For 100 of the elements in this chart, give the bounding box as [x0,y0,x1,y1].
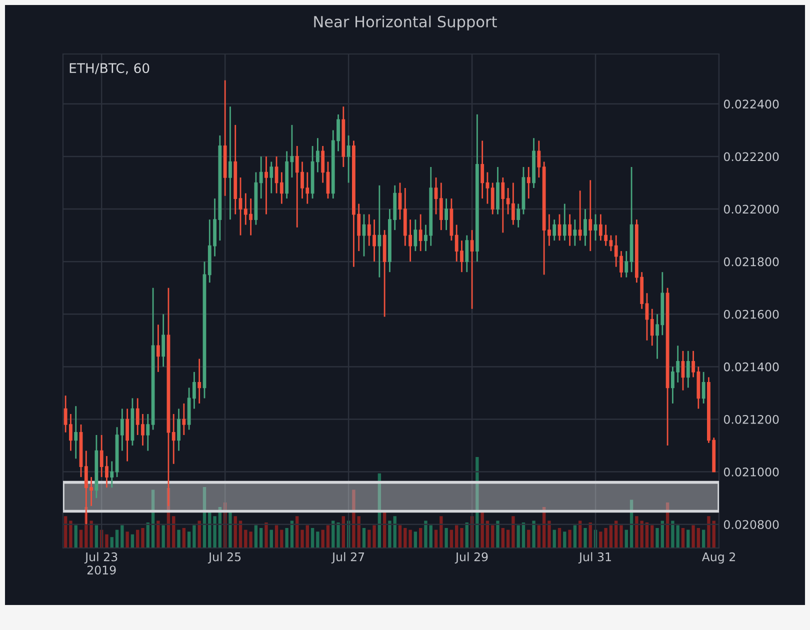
candlestick [321,145,325,184]
bar [336,522,340,548]
candlestick [609,234,613,252]
bar [491,525,494,548]
bar [372,525,376,548]
candlestick [156,324,160,373]
candlestick [126,408,130,462]
bar [388,520,392,548]
bar [115,530,119,548]
candlestick [74,405,78,460]
bar [537,525,541,548]
bar [506,530,510,548]
bar [496,520,500,548]
candlestick [378,184,382,278]
bar [182,528,186,548]
bar [316,532,320,548]
bar [130,534,134,548]
annotation: ETH/BTC, 60 [70,63,150,74]
bar [259,528,263,548]
bar [126,532,129,548]
bar [280,530,284,548]
candlestick [280,172,284,204]
bar [584,528,587,548]
bar [548,520,551,548]
bar [455,525,458,548]
candlestick [198,358,202,404]
bar [398,525,402,548]
candlestick [465,234,469,273]
bar [476,457,479,548]
bar [404,528,407,548]
bar [516,525,520,548]
candlestick [434,176,438,215]
bar [192,525,196,548]
bar [74,525,78,548]
candlestick [568,214,572,247]
candlestick [418,214,422,252]
bar [552,530,556,548]
candlestick [470,229,474,310]
bar [429,525,432,548]
bar [656,528,659,548]
candlestick [490,182,494,215]
bar [110,537,114,548]
candlestick [516,203,520,228]
bar [306,525,309,548]
bar [532,520,536,548]
x-tick-label: Jul 31 [578,552,611,564]
bar [69,520,72,548]
bar [414,532,418,548]
y-tick-label: 0.021200 [724,414,779,424]
bar [702,530,706,548]
bar [512,516,515,548]
bar [156,520,160,548]
bar [681,528,685,548]
candlestick [290,124,294,178]
y-tick-label: 0.021800 [724,257,779,266]
bar [666,502,670,548]
y-tick-label: 0.020800 [724,520,779,530]
y-tick-label: 0.021400 [724,362,779,372]
candlestick [594,214,598,242]
bar [424,520,428,548]
candlestick [259,156,263,200]
candlestick [162,313,166,368]
bar [254,525,258,548]
bar [151,490,155,548]
candlestick [172,413,176,465]
candlestick [624,250,628,278]
bar [650,525,654,548]
candlestick [264,156,268,215]
bar [264,522,268,548]
bar [609,525,613,548]
bar [79,530,83,548]
bar [244,530,248,548]
bar [418,528,422,548]
bar [321,530,324,548]
candlestick [182,402,186,436]
bar [563,532,566,548]
bar [300,530,304,548]
bar [94,525,98,548]
bar [202,487,206,548]
candlestick [228,106,232,220]
x-tick-label: Aug 2 [702,552,735,564]
bar [141,528,144,548]
bar [120,525,124,548]
y-tick-label: 0.022200 [724,152,779,162]
bar [90,520,93,548]
candlestick [552,218,556,242]
bar [228,512,232,548]
bar [686,530,690,548]
candlestick [110,460,114,488]
candlestick [650,308,654,346]
bar [620,525,623,548]
bar [558,528,562,548]
bar [213,516,216,548]
bar [326,525,330,548]
candlestick [238,176,242,236]
bar [362,528,366,548]
candlestick [702,371,706,404]
x-tick-label: Jul 25 [208,552,241,564]
bar [527,530,530,548]
bar [707,516,710,548]
